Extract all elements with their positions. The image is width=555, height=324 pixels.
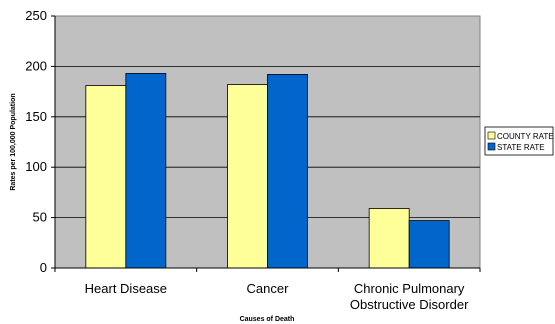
bar-state-rate (409, 221, 449, 268)
bar-county-rate (228, 85, 268, 268)
legend: COUNTY RATE STATE RATE (485, 127, 554, 155)
bar-county-rate (369, 209, 409, 268)
x-tick-label: Heart Disease (85, 281, 167, 296)
legend-swatch (488, 132, 495, 139)
y-axis: 0 50 100 150 200 250 (25, 8, 55, 275)
x-tick-label: Chronic Pulmonary (354, 281, 465, 296)
y-tick-label: 100 (25, 159, 47, 174)
y-tick-label: 50 (33, 210, 47, 225)
bar-state-rate (126, 73, 166, 268)
y-tick-label: 150 (25, 109, 47, 124)
x-tick-label: Obstructive Disorder (350, 297, 469, 312)
legend-label: COUNTY RATE (497, 132, 554, 141)
y-tick-label: 0 (40, 260, 47, 275)
bar-state-rate (268, 74, 308, 268)
y-axis-title: Rates per 100,000 Population (10, 93, 17, 190)
bar-county-rate (86, 86, 126, 268)
x-tick-label: Cancer (247, 281, 290, 296)
legend-label: STATE RATE (497, 143, 545, 152)
x-axis-title: Causes of Death (240, 316, 295, 323)
x-axis: Heart Disease Cancer Chronic PulmonaryObst… (55, 268, 480, 312)
y-tick-label: 200 (25, 58, 47, 73)
legend-swatch (488, 143, 495, 150)
y-tick-label: 250 (25, 8, 47, 23)
